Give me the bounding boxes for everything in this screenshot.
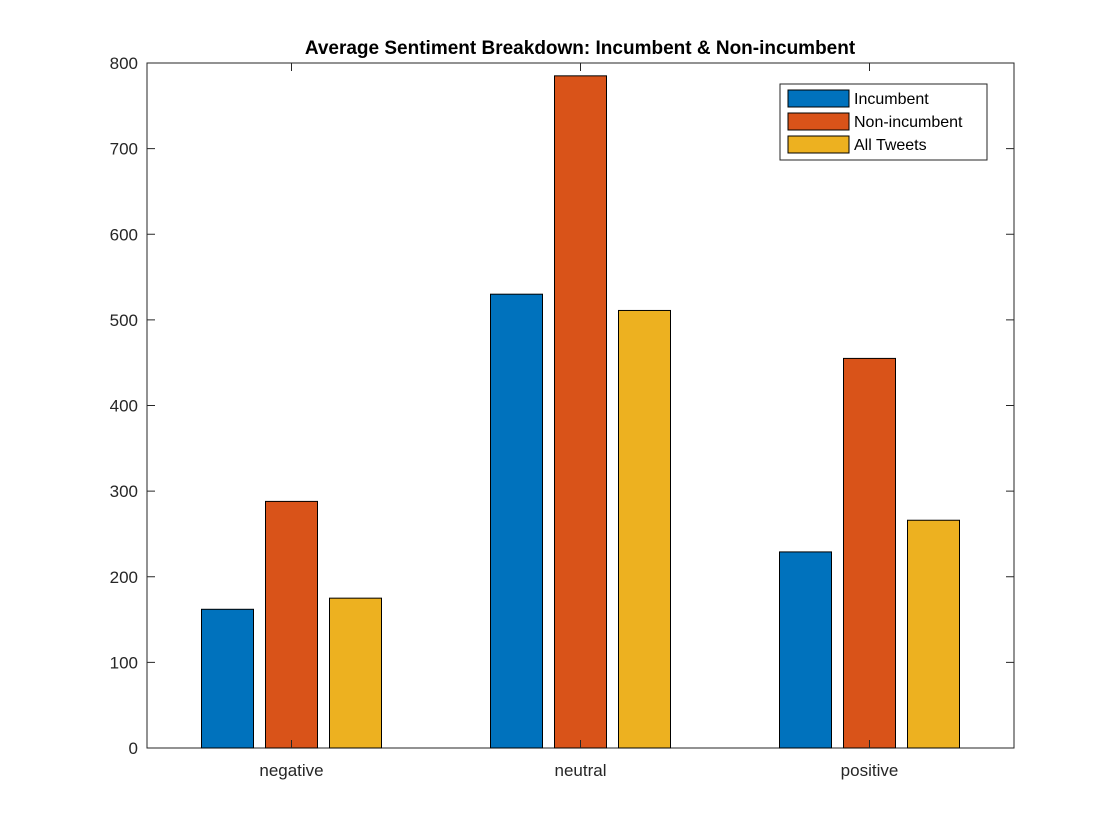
bar-incumbent-neutral [490, 293, 543, 749]
y-tick-label: 600 [110, 225, 138, 244]
chart-title: Average Sentiment Breakdown: Incumbent &… [305, 38, 856, 59]
bar-series-group [201, 75, 960, 749]
y-tick-label: 200 [110, 568, 138, 587]
bar-all-tweets-negative [329, 597, 382, 749]
y-tick-label: 700 [110, 140, 138, 159]
legend-label-incumbent: Incumbent [854, 91, 929, 108]
legend-swatch-incumbent [787, 89, 850, 108]
y-tick-label: 400 [110, 397, 138, 416]
x-category-label-neutral: neutral [555, 761, 607, 780]
bar-non-incumbent-neutral [554, 75, 607, 749]
y-tick-label: 300 [110, 482, 138, 501]
x-category-label-negative: negative [259, 761, 323, 780]
bar-all-tweets-neutral [618, 309, 671, 749]
bar-incumbent-negative [201, 608, 254, 749]
x-category-label-positive: positive [841, 761, 899, 780]
bar-incumbent-positive [779, 551, 832, 749]
legend-label-all-tweets: All Tweets [854, 137, 927, 154]
chart-legend: Incumbent Non-incumbent All Tweets [779, 83, 988, 161]
y-axis-ticks: 0 100 200 300 400 500 600 700 800 [110, 54, 1014, 758]
y-tick-label: 800 [110, 54, 138, 73]
bar-non-incumbent-negative [265, 500, 318, 749]
x-axis-categories: negative neutral positive [259, 63, 898, 780]
legend-label-non-incumbent: Non-incumbent [854, 114, 963, 131]
y-tick-label: 500 [110, 311, 138, 330]
y-tick-label: 0 [129, 739, 138, 758]
y-tick-label: 100 [110, 653, 138, 672]
legend-swatch-non-incumbent [787, 112, 850, 131]
bar-all-tweets-positive [907, 519, 960, 749]
legend-swatch-all-tweets [787, 135, 850, 154]
bar-non-incumbent-positive [843, 357, 896, 749]
